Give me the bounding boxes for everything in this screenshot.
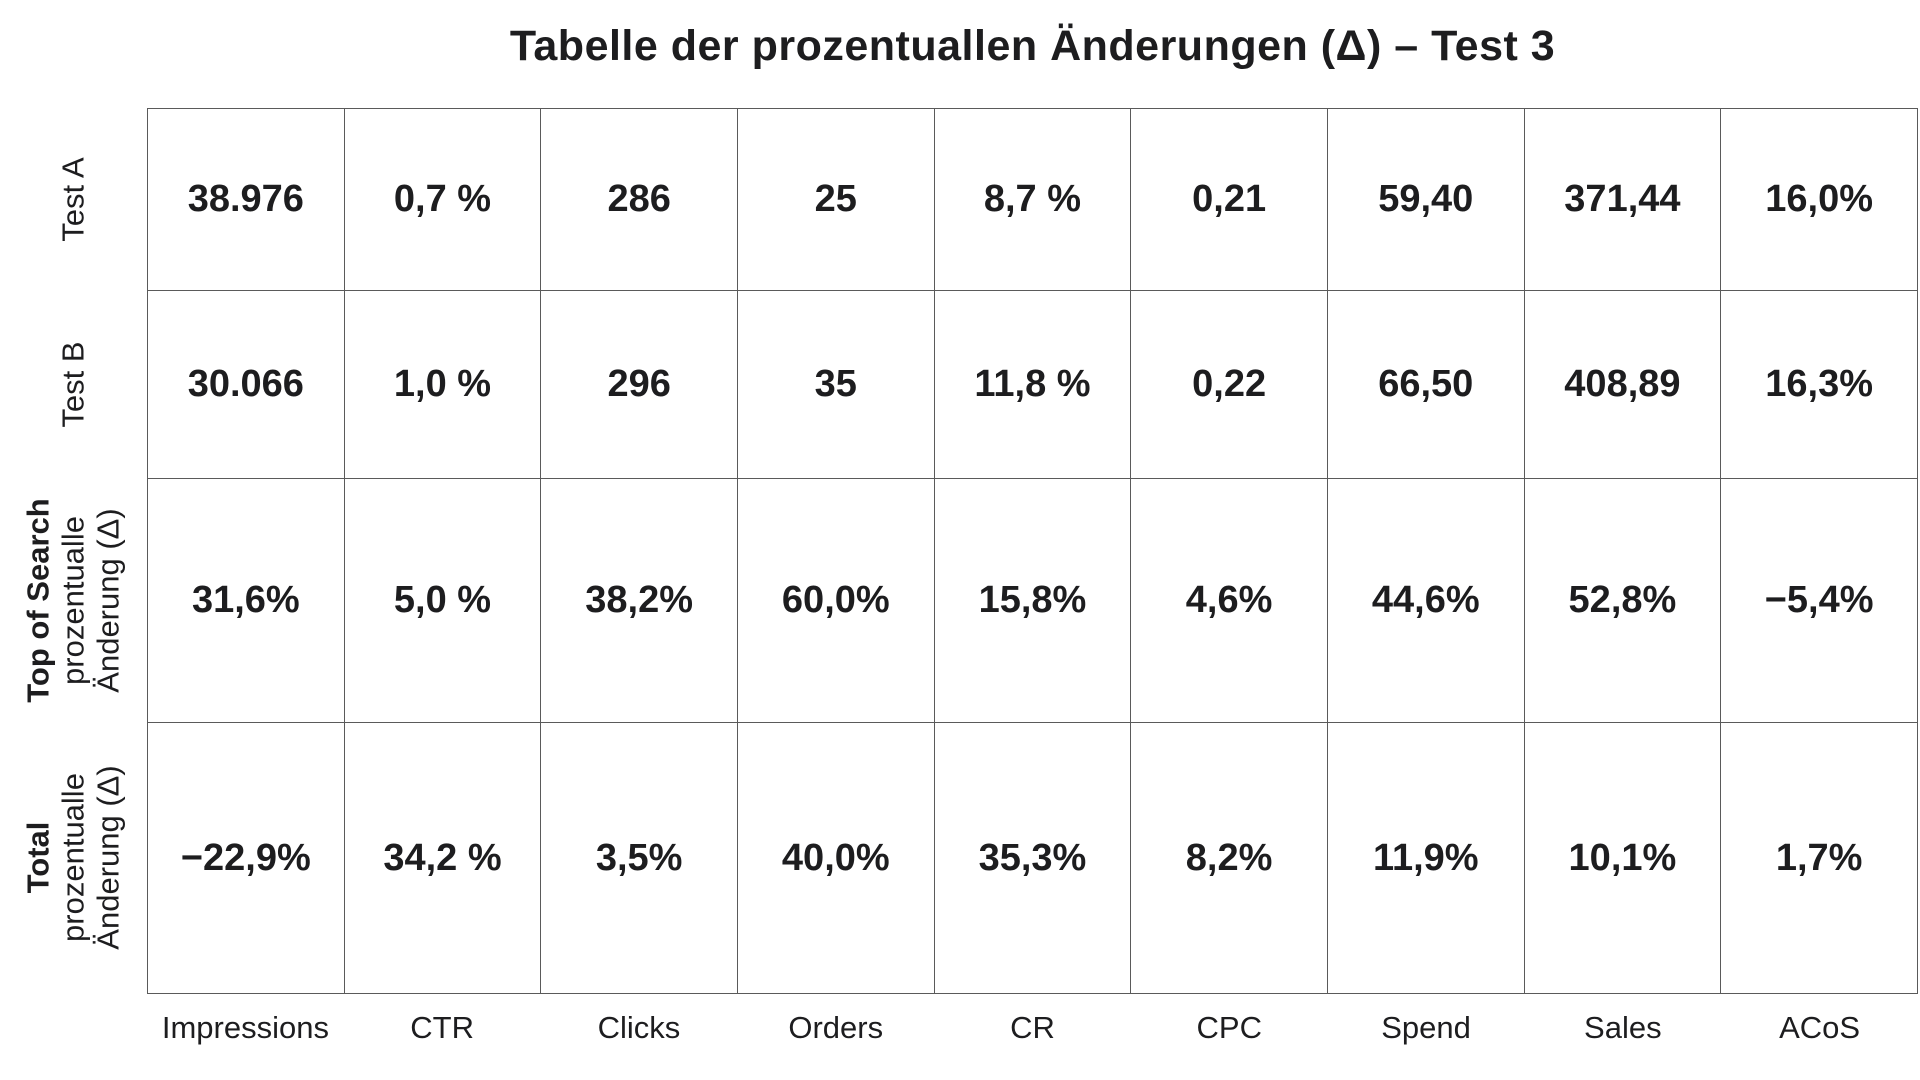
column-header-cr: CR: [1010, 1010, 1055, 1045]
data-table: 38.976 0,7 % 286 25 8,7 % 0,21 59,40 371…: [147, 108, 1918, 994]
value-cell: 11,9%: [1326, 722, 1525, 994]
value-cell: 1,0 %: [343, 290, 542, 479]
row-label-line: Änderung (Δ): [91, 507, 126, 693]
value-cell: 0,7 %: [343, 108, 542, 291]
value-cell: 25: [736, 108, 935, 291]
value-cell: 34,2 %: [343, 722, 542, 994]
value-cell: 8,7 %: [933, 108, 1132, 291]
column-header-orders: Orders: [788, 1010, 884, 1045]
value-cell: 16,3%: [1720, 290, 1918, 479]
row-label-bold-line: Total: [21, 821, 57, 894]
column-headers: Impressions CTR Clicks Orders CR CPC Spe…: [147, 1006, 1918, 1050]
column-header-impressions: Impressions: [161, 1010, 329, 1045]
value-cell: 40,0%: [736, 722, 935, 994]
value-cell: −5,4%: [1720, 478, 1918, 723]
table-row-test-b: 30.066 1,0 % 296 35 11,8 % 0,22 66,50 40…: [147, 290, 1918, 479]
value-cell: 371,44: [1523, 108, 1722, 291]
page-title: Tabelle der prozentuallen Änderungen (Δ)…: [509, 22, 1556, 70]
row-label-text: Top of Search prozentualle Änderung (Δ): [21, 498, 126, 702]
row-label-test-b: Test B: [0, 290, 147, 478]
value-cell: 38,2%: [540, 478, 738, 723]
column-header-cpc: CPC: [1196, 1010, 1262, 1045]
row-label-test-a: Test A: [0, 108, 147, 290]
value-cell: 60,0%: [736, 478, 935, 723]
value-cell: 31,6%: [147, 478, 345, 723]
value-cell: 286: [540, 108, 738, 291]
value-cell: 35: [736, 290, 935, 479]
value-cell: 11,8 %: [933, 290, 1132, 479]
value-cell: 408,89: [1523, 290, 1722, 479]
value-cell: −22,9%: [147, 722, 345, 994]
value-cell: 4,6%: [1130, 478, 1328, 723]
value-cell: 0,21: [1130, 108, 1328, 291]
value-cell: 8,2%: [1130, 722, 1328, 994]
row-label-line: prozentualle: [56, 515, 91, 685]
column-header-ctr: CTR: [410, 1010, 475, 1045]
row-label-text: Total prozentualle Änderung (Δ): [21, 765, 126, 949]
row-label-top-of-search: Top of Search prozentualle Änderung (Δ): [0, 478, 147, 722]
value-cell: 30.066: [147, 290, 345, 479]
value-cell: 1,7%: [1720, 722, 1918, 994]
table-row-top-of-search-delta: 31,6% 5,0 % 38,2% 60,0% 15,8% 4,6% 44,6%…: [147, 478, 1918, 723]
value-cell: 38.976: [147, 108, 345, 291]
row-label-text: Test B: [56, 340, 91, 428]
value-cell: 66,50: [1326, 290, 1525, 479]
column-header-clicks: Clicks: [597, 1010, 681, 1045]
row-label-bold-line: Top of Search: [21, 497, 56, 703]
column-header-acos: ACoS: [1779, 1010, 1861, 1045]
value-cell: 44,6%: [1326, 478, 1525, 723]
row-label-total: Total prozentualle Änderung (Δ): [0, 722, 147, 993]
row-label-line: Änderung (Δ): [91, 765, 127, 950]
table-row-test-a: 38.976 0,7 % 286 25 8,7 % 0,21 59,40 371…: [147, 108, 1918, 291]
value-cell: 16,0%: [1720, 108, 1918, 291]
value-cell: 52,8%: [1523, 478, 1722, 723]
value-cell: 59,40: [1326, 108, 1525, 291]
value-cell: 15,8%: [933, 478, 1132, 723]
row-label-line: prozentualle: [56, 773, 92, 942]
table-row-total-delta: −22,9% 34,2 % 3,5% 40,0% 35,3% 8,2% 11,9…: [147, 722, 1918, 994]
value-cell: 3,5%: [540, 722, 738, 994]
value-cell: 5,0 %: [343, 478, 542, 723]
row-label-text: Test A: [56, 156, 91, 242]
column-header-spend: Spend: [1381, 1010, 1471, 1045]
value-cell: 296: [540, 290, 738, 479]
column-header-sales: Sales: [1584, 1010, 1662, 1045]
value-cell: 35,3%: [933, 722, 1132, 994]
value-cell: 0,22: [1130, 290, 1328, 479]
value-cell: 10,1%: [1523, 722, 1722, 994]
